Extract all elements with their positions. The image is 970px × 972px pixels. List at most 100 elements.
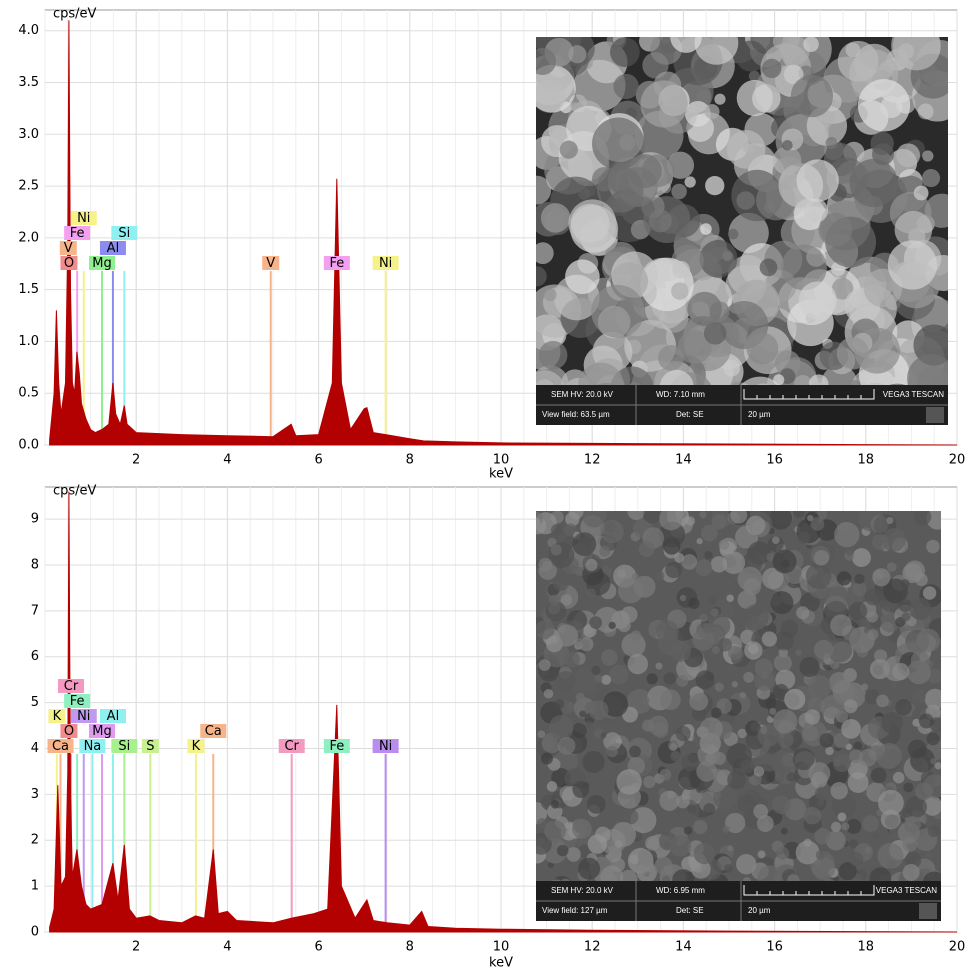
sem-brand: VEGA3 TESCAN	[883, 390, 944, 399]
y-axis-title: cps/eV	[53, 484, 97, 499]
element-label-box	[187, 739, 205, 753]
element-label-box	[99, 709, 126, 723]
element-label-box	[70, 211, 97, 225]
element-label-box	[200, 724, 227, 738]
element-label-box	[99, 241, 126, 255]
sem-info-bar: SEM HV: 20.0 kV WD: 7.10 mm VEGA3 TESCAN Vi…	[536, 385, 948, 425]
sem-view-field: View field: 63.5 µm	[542, 410, 610, 419]
x-tick-label: 2	[132, 453, 140, 468]
element-label-box	[57, 679, 84, 693]
element-label-box	[60, 256, 78, 270]
x-tick-label: 12	[584, 453, 601, 468]
y-tick-label: 9	[31, 512, 39, 527]
element-label: Ni	[77, 211, 90, 226]
element-label: Ca	[52, 739, 69, 754]
element-label: Al	[107, 241, 120, 256]
element-label: K	[53, 709, 62, 724]
x-axis-title: keV	[489, 467, 513, 482]
element-label-box	[47, 739, 74, 753]
y-tick-label: 4.0	[18, 23, 39, 38]
y-tick-label: 1.0	[18, 334, 39, 349]
element-label: Ca	[205, 724, 222, 739]
sem-info-bar: SEM HV: 20.0 kV WD: 6.95 mm VEGA3 TESCAN Vi…	[536, 881, 941, 921]
sem-brand: VEGA3 TESCAN	[876, 886, 937, 895]
sem-det: Det: SE	[676, 906, 704, 915]
element-label-box	[64, 226, 91, 240]
element-label-box	[372, 256, 399, 270]
element-label-box	[60, 724, 78, 738]
element-label-box	[89, 724, 115, 738]
element-label-box	[372, 739, 399, 753]
y-tick-label: 8	[31, 557, 39, 572]
element-label: Mg	[92, 724, 111, 739]
element-label-box	[111, 226, 138, 240]
y-tick-label: 2	[31, 833, 39, 848]
element-label-box	[111, 739, 138, 753]
element-label-box	[262, 256, 280, 270]
element-label: Fe	[70, 226, 85, 241]
element-label: Si	[118, 739, 130, 754]
x-tick-label: 14	[675, 940, 692, 955]
y-tick-label: 5	[31, 695, 39, 710]
chart: 0.0 0.5 1.0 1.5 2.0 2.5 3.0 3.5 4.0 2 4 6 8 10 12 14 16 1…	[18, 7, 965, 482]
y-tick-label: 0.0	[18, 438, 39, 453]
sem-wd: WD: 6.95 mm	[656, 886, 705, 895]
x-tick-label: 6	[314, 940, 322, 955]
element-label-box	[141, 739, 159, 753]
sem-det: Det: SE	[676, 410, 704, 419]
element-label: Cr	[64, 679, 79, 694]
element-label: V	[266, 256, 275, 271]
element-label-box	[70, 709, 97, 723]
element-label: Cr	[284, 739, 299, 754]
sem-scale: 20 µm	[748, 906, 771, 915]
sem-hv: SEM HV: 20.0 kV	[551, 390, 614, 399]
element-label-box	[278, 739, 305, 753]
x-tick-label: 16	[766, 453, 783, 468]
element-label: K	[192, 739, 201, 754]
sem-scale: 20 µm	[748, 410, 771, 419]
y-tick-label: 0.5	[18, 386, 39, 401]
x-axis-title: keV	[489, 956, 513, 971]
y-tick-label: 1.5	[18, 282, 39, 297]
x-tick-label: 4	[223, 453, 231, 468]
y-tick-label: 0	[31, 925, 39, 940]
x-tick-label: 8	[406, 453, 414, 468]
x-tick-label: 14	[675, 453, 692, 468]
x-tick-label: 18	[858, 940, 875, 955]
x-tick-label: 6	[314, 453, 322, 468]
y-tick-label: 3	[31, 787, 39, 802]
y-tick-label: 3.5	[18, 75, 39, 90]
element-label: Na	[84, 739, 102, 754]
element-label: Ni	[379, 739, 392, 754]
element-label-box	[323, 256, 350, 270]
element-label: Mg	[92, 256, 111, 271]
element-label-box	[79, 739, 106, 753]
element-label-box	[48, 709, 66, 723]
x-tick-label: 20	[949, 453, 966, 468]
x-tick-label: 8	[406, 940, 414, 955]
element-label: S	[146, 739, 154, 754]
element-label-box	[89, 256, 115, 270]
x-tick-label: 20	[949, 940, 966, 955]
y-tick-label: 6	[31, 649, 39, 664]
x-tick-label: 12	[584, 940, 601, 955]
element-label: O	[64, 256, 74, 271]
y-tick-label: 1	[31, 879, 39, 894]
y-tick-label: 2.0	[18, 230, 39, 245]
sem-hv: SEM HV: 20.0 kV	[551, 886, 614, 895]
element-label-box	[323, 739, 350, 753]
sem-wd: WD: 7.10 mm	[656, 390, 705, 399]
element-label: Fe	[70, 694, 85, 709]
x-tick-label: 2	[132, 940, 140, 955]
sem-view-field: View field: 127 µm	[542, 906, 608, 915]
y-tick-label: 7	[31, 603, 39, 618]
element-label: O	[64, 724, 74, 739]
sem-image	[536, 511, 941, 881]
element-label-box	[64, 694, 91, 708]
x-tick-label: 16	[766, 940, 783, 955]
spectrum	[49, 491, 958, 933]
element-label: Si	[118, 226, 130, 241]
y-axis-title: cps/eV	[53, 7, 97, 22]
